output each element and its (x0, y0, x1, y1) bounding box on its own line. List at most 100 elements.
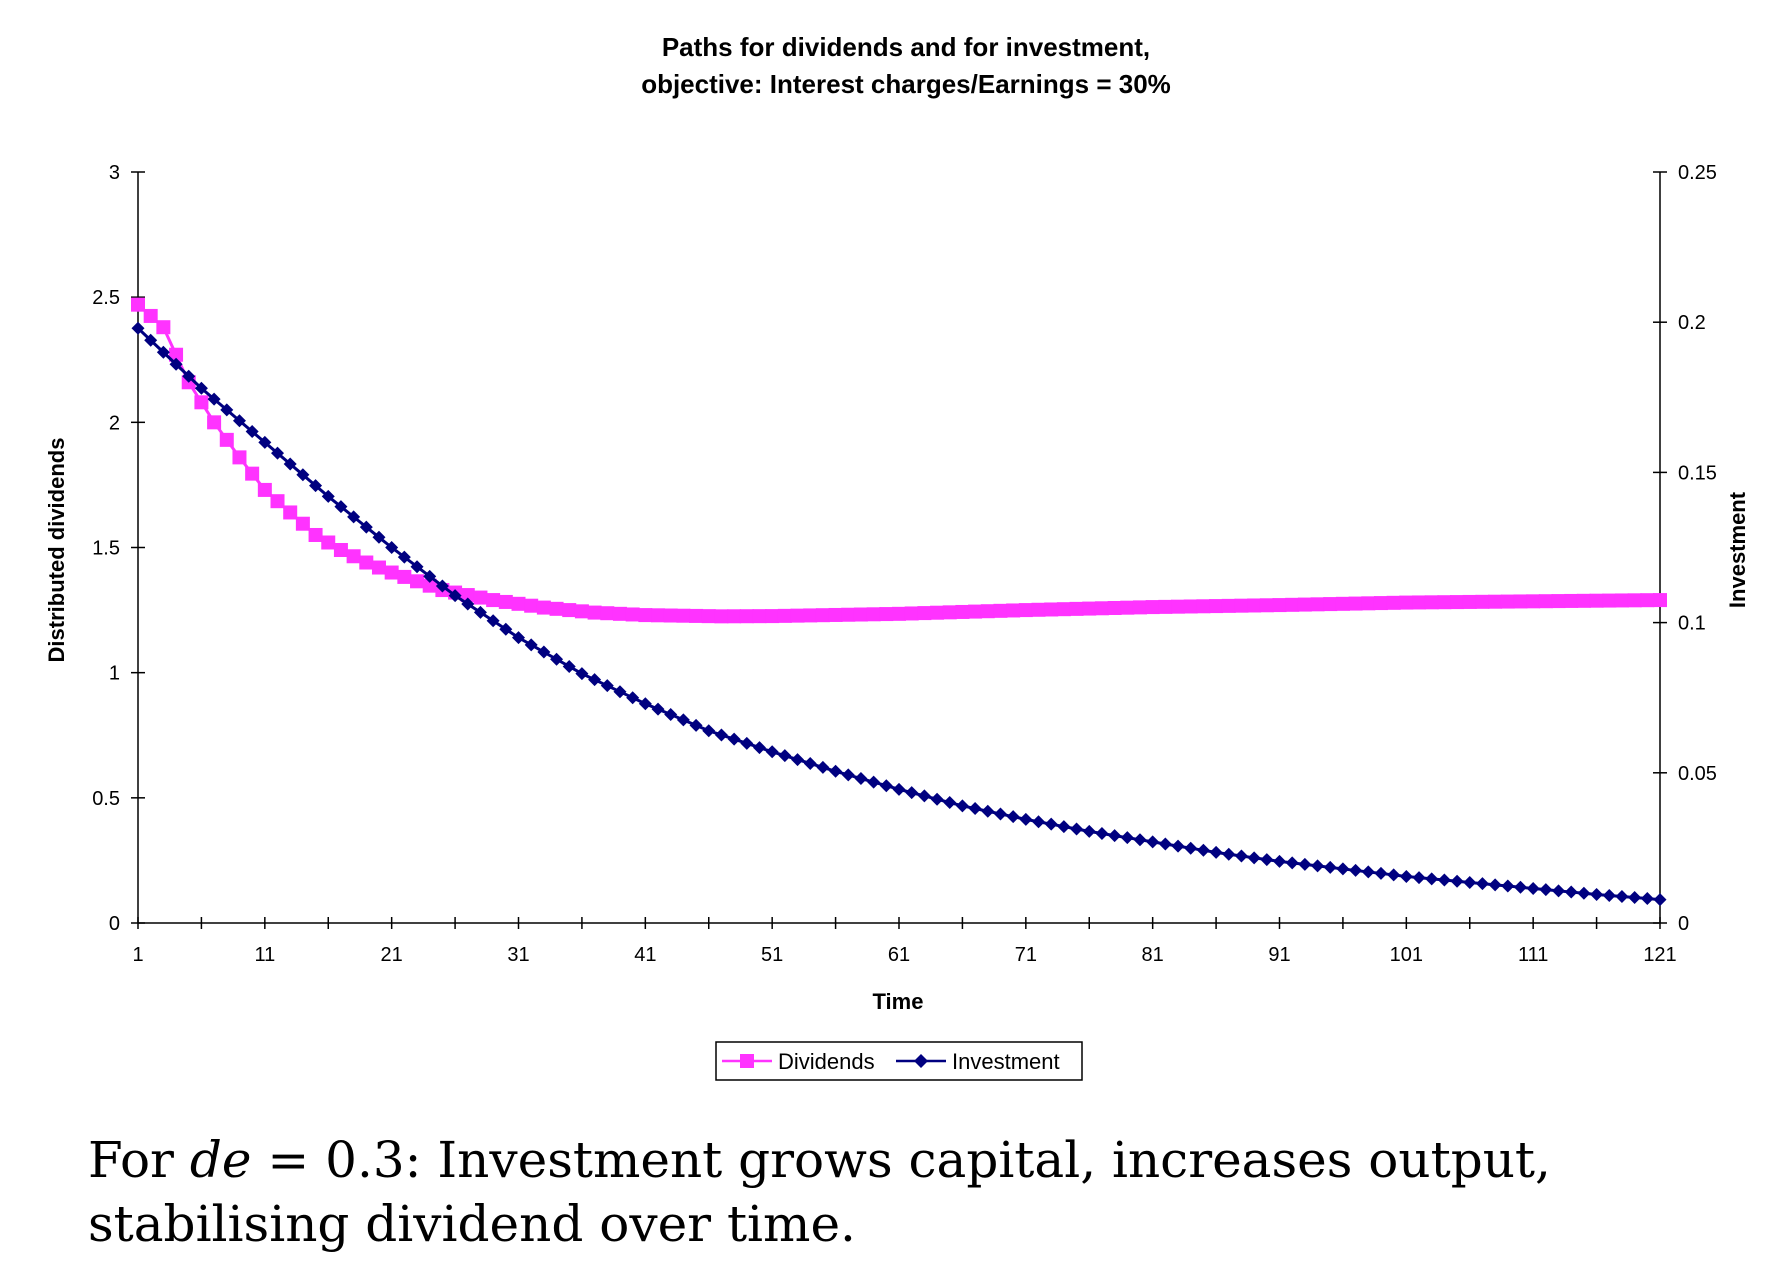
series-dividends-point (1272, 598, 1287, 613)
y-left-axis-label: Distributed dividends (44, 438, 69, 663)
series-investment-point (1234, 849, 1248, 863)
series-dividends-point (879, 607, 894, 622)
series-dividends-point (765, 609, 780, 624)
series-dividends-point (562, 603, 577, 618)
x-tick-label: 81 (1142, 944, 1164, 966)
y-left-tick-label: 0.5 (92, 788, 120, 810)
x-tick-label: 31 (507, 944, 529, 966)
series-investment-point (1336, 862, 1350, 876)
series-investment-point (930, 792, 944, 806)
series-dividends-point (993, 603, 1008, 618)
series-dividends-point (815, 608, 830, 623)
series-dividends-line (137, 303, 1661, 618)
series-investment-point (410, 560, 424, 574)
series-investment-point (1640, 892, 1654, 906)
series-investment-point (943, 796, 957, 810)
series-dividends-point (1297, 597, 1312, 612)
series-investment-point (1285, 856, 1299, 870)
series-dividends-point (194, 395, 209, 410)
series-investment-point (435, 579, 449, 593)
series-investment-point (1209, 845, 1223, 859)
series-investment-point (1044, 817, 1058, 831)
series-dividends-point (536, 600, 551, 615)
series-dividends-point (245, 466, 260, 481)
y-right-tick-label: 0.25 (1678, 162, 1717, 184)
series-investment-point (1082, 824, 1096, 838)
series-investment-point (968, 802, 982, 816)
series-investment-point (1260, 853, 1274, 867)
caption-math: de (189, 1131, 252, 1189)
series-dividends-point (777, 608, 792, 623)
series-investment-point (194, 381, 208, 395)
series-dividends-point (1031, 602, 1046, 617)
series-investment-point (524, 638, 538, 652)
series-dividends (131, 297, 1667, 624)
series-dividends-point (676, 608, 691, 623)
series-investment-point (283, 457, 297, 471)
series-dividends-point (1196, 599, 1211, 614)
series-dividends-point (689, 608, 704, 623)
series-dividends-point (283, 505, 298, 520)
series-investment-point (1184, 841, 1198, 855)
series-dividends-point (1399, 595, 1414, 610)
series-dividends-point (1310, 597, 1325, 612)
series-dividends-point (1171, 599, 1186, 614)
series-investment-point (473, 605, 487, 619)
series-investment-point (1577, 886, 1591, 900)
series-dividends-point (714, 609, 729, 624)
series-dividends-point (143, 308, 158, 323)
y-right-tick-label: 0 (1678, 913, 1689, 935)
series-investment-point (1615, 890, 1629, 904)
series-dividends-point (612, 606, 627, 621)
series-investment-point (1006, 810, 1020, 824)
series-investment-point (1653, 893, 1667, 907)
series-investment-point (499, 622, 513, 636)
series-investment-point (461, 597, 475, 611)
series-investment-point (600, 679, 614, 693)
series-investment-point (359, 520, 373, 534)
series-investment-point (397, 550, 411, 564)
series-dividends-point (169, 347, 184, 362)
series-dividends-point (1614, 593, 1629, 608)
series-dividends-point (257, 482, 272, 497)
series-dividends-point (1082, 601, 1097, 616)
series-dividends-point (866, 607, 881, 622)
series-investment-point (1095, 826, 1109, 840)
series-investment-point (1247, 851, 1261, 865)
series-investment-point (1552, 884, 1566, 898)
series-investment-point (1108, 829, 1122, 843)
series-dividends-point (422, 578, 437, 593)
series-investment-point (1602, 888, 1616, 902)
series-dividends-point (1209, 599, 1224, 614)
series-investment-point (309, 479, 323, 493)
series-investment-point (981, 804, 995, 818)
series-investment-point (1120, 831, 1134, 845)
series-dividends-point (346, 549, 361, 564)
series-dividends-point (1069, 601, 1084, 616)
series-dividends-point (600, 606, 615, 621)
series-investment-point (1311, 859, 1325, 873)
series-investment (131, 321, 1667, 907)
series-investment-point (1057, 820, 1071, 834)
series-investment-point (575, 667, 589, 681)
series-investment-point (220, 403, 234, 417)
series-dividends-point (384, 565, 399, 580)
series-investment-point (879, 779, 893, 793)
series-dividends-point (1158, 599, 1173, 614)
series-investment-point (1425, 872, 1439, 886)
series-dividends-point (955, 604, 970, 619)
series-investment-point (1412, 871, 1426, 885)
series-dividends-point (1018, 603, 1033, 618)
series-investment-point (1070, 822, 1084, 836)
series-investment-point (1019, 812, 1033, 826)
chart-title-line2: objective: Interest charges/Earnings = 3… (641, 69, 1171, 99)
series-dividends-point (1653, 593, 1667, 608)
series-dividends-point (638, 608, 653, 623)
x-tick-label: 91 (1268, 944, 1290, 966)
x-tick-label: 21 (381, 944, 403, 966)
series-investment-point (955, 799, 969, 813)
series-investment-point (1437, 873, 1451, 887)
legend-investment-marker (914, 1054, 928, 1068)
y-right-tick-label: 0.1 (1678, 613, 1706, 635)
series-investment-point (905, 786, 919, 800)
